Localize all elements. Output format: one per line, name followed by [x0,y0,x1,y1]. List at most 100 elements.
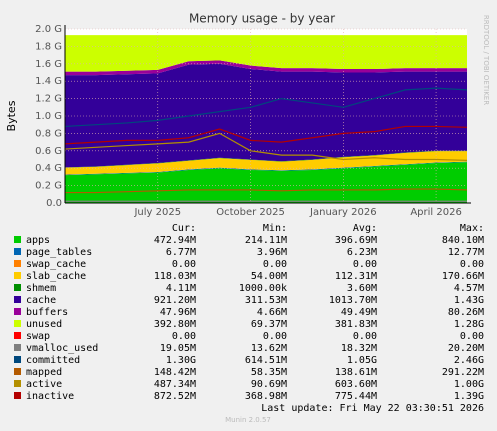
y-tick-label: 1.4 G [35,76,62,87]
stat-value: 214.11M [245,235,287,246]
series-line [64,125,468,145]
stat-value: 170.66M [442,271,484,282]
stat-value: 396.69M [335,235,377,246]
stack-area [65,162,467,203]
legend-swatch [14,344,21,351]
legend-label: unused [26,319,62,330]
stat-value: 368.98M [245,391,287,402]
legend-label: mapped [26,367,62,378]
version: Munin 2.0.57 [225,416,271,424]
stat-value: 47.96M [160,307,196,318]
stat-value: 3.60M [347,283,377,294]
x-tick-label: January 2026 [309,207,377,218]
legend-label: apps [26,235,50,246]
footer: Last update: Fri May 22 03:30:51 2026 [261,403,484,414]
y-tick-label: 1.8 G [35,41,62,52]
stat-value: 1013.70M [329,295,377,306]
stat-value: 4.57M [454,283,484,294]
stat-value: 4.66M [257,307,287,318]
legend-label: slab_cache [26,271,86,282]
legend-swatch [14,356,21,363]
legend-label: committed [26,355,80,366]
stat-value: 472.94M [154,235,196,246]
stat-value: 775.44M [335,391,377,402]
stat-value: 18.32M [341,343,377,354]
y-tick-label: 0.6 G [35,146,62,157]
stat-value: 80.26M [448,307,484,318]
y-tick-label: 0.4 G [35,163,62,174]
stat-header: Min: [263,223,287,234]
stat-value: 872.52M [154,391,196,402]
legend-swatch [14,236,21,243]
stat-value: 13.62M [251,343,287,354]
stat-value: 148.42M [154,367,196,378]
legend-swatch [14,272,21,279]
stat-value: 392.80M [154,319,196,330]
legend-label: active [26,379,62,390]
legend-swatch [14,248,21,255]
x-tick-label: April 2026 [410,207,461,218]
stat-value: 0.00 [172,259,196,270]
stat-value: 19.05M [160,343,196,354]
stat-value: 1.05G [347,355,377,366]
series-line [64,87,468,128]
legend-swatch [14,380,21,387]
stat-value: 603.60M [335,379,377,390]
series-line [64,132,468,161]
stat-value: 1.30G [166,355,196,366]
stat-value: 311.53M [245,295,287,306]
legend-label: vmalloc_used [26,343,98,354]
stack-area [65,151,467,175]
stat-value: 58.35M [251,367,287,378]
legend-swatch [14,332,21,339]
y-tick-label: 0.0 [46,198,62,209]
legend-swatch [14,308,21,315]
stat-value: 0.00 [263,331,287,342]
stack-area [65,35,467,72]
legend-swatch [14,260,21,267]
legend-label: swap [26,331,50,342]
stat-value: 2.46G [454,355,484,366]
stat-value: 1000.00k [239,283,287,294]
stat-value: 0.00 [460,259,484,270]
side-text: RRDTOOL / TOBI OETIKER [482,15,490,105]
stat-value: 138.61M [335,367,377,378]
stat-value: 118.03M [154,271,196,282]
legend-swatch [14,284,21,291]
stack-area [65,60,467,76]
stat-value: 921.20M [154,295,196,306]
stat-value: 487.34M [154,379,196,390]
stat-value: 1.00G [454,379,484,390]
legend-label: buffers [26,307,68,318]
y-tick-label: 1.6 G [35,59,62,70]
legend-label: page_tables [26,247,92,258]
y-tick-label: 1.0 G [35,111,62,122]
stat-value: 1.39G [454,391,484,402]
stat-header: Cur: [172,223,196,234]
y-tick-label: 1.2 G [35,94,62,105]
legend-label: cache [26,295,56,306]
y-axis-label: Bytes [5,100,18,131]
stat-value: 0.00 [263,259,287,270]
chart-title: Memory usage - by year [189,12,335,26]
x-tick-label: July 2025 [133,207,181,218]
legend-label: shmem [26,283,56,294]
stat-value: 49.49M [341,307,377,318]
stat-value: 0.00 [353,259,377,270]
stat-value: 0.00 [460,331,484,342]
legend-label: inactive [26,391,74,402]
stack-area [65,161,467,176]
stat-value: 291.22M [442,367,484,378]
legend-swatch [14,296,21,303]
stat-value: 0.00 [353,331,377,342]
legend-swatch [14,368,21,375]
legend-label: swap_cache [26,259,86,270]
y-tick-label: 0.8 G [35,128,62,139]
stat-value: 1.43G [454,295,484,306]
stat-value: 6.23M [347,247,377,258]
y-tick-label: 0.2 G [35,181,62,192]
legend-swatch [14,392,21,399]
stack-area [65,150,467,168]
